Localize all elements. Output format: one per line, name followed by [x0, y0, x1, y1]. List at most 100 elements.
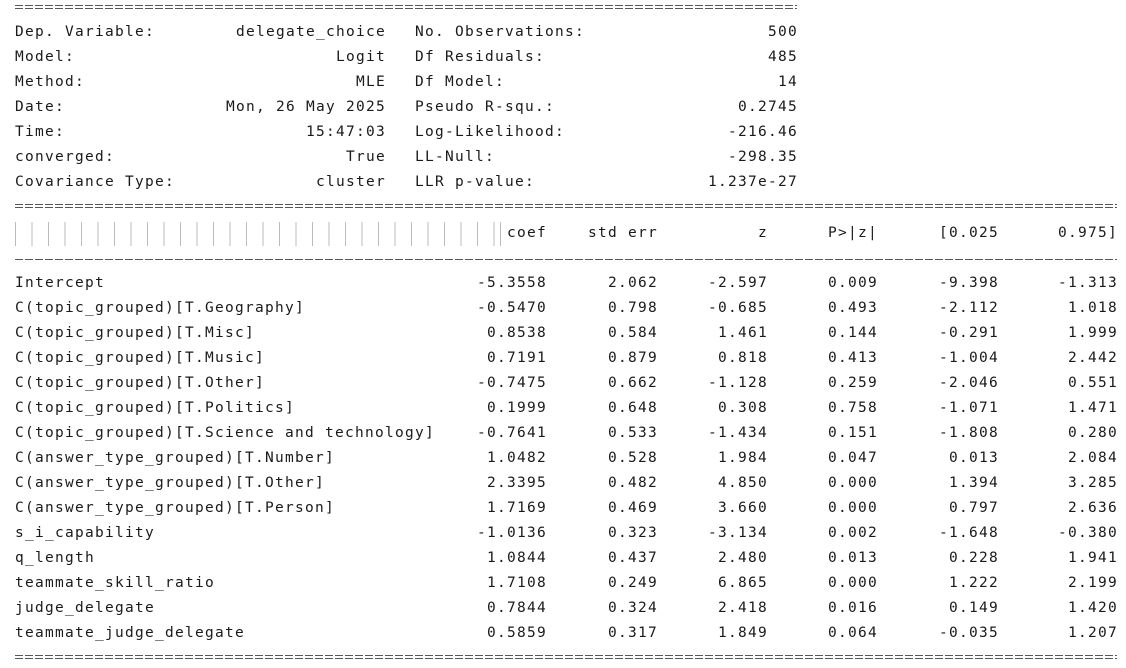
- variable-name: q_length: [15, 550, 95, 566]
- summary-value: -216.46: [728, 124, 798, 140]
- cell-value: 0.758: [828, 400, 878, 416]
- variable-name: C(topic_grouped)[T.Geography]: [15, 300, 305, 316]
- cell-value: -9.398: [939, 275, 999, 291]
- summary-label: LL-Null:: [415, 149, 495, 165]
- cell-value: 0.144: [828, 325, 878, 341]
- summary-value: True: [346, 149, 386, 165]
- summary-label: Covariance Type:: [15, 174, 175, 190]
- cell-value: 0.437: [608, 550, 658, 566]
- summary-label: Dep. Variable:: [15, 24, 155, 40]
- summary-label: converged:: [15, 149, 115, 165]
- summary-value: delegate_choice: [236, 24, 386, 40]
- cell-value: 0.047: [828, 450, 878, 466]
- variable-name: teammate_judge_delegate: [15, 625, 245, 641]
- summary-value: 485: [768, 49, 798, 65]
- summary-label: Df Residuals:: [415, 49, 545, 65]
- table-row: C(topic_grouped)[T.Politics] 0.1999 0.648 0…: [0, 396, 1126, 421]
- table-row: C(answer_type_grouped)[T.Other] 2.3395 0.4…: [0, 471, 1126, 496]
- variable-name: C(topic_grouped)[T.Politics]: [15, 400, 295, 416]
- cell-value: 1.018: [1068, 300, 1118, 316]
- summary-value: -298.35: [728, 149, 798, 165]
- cell-value: 0.259: [828, 375, 878, 391]
- cell-value: 0.280: [1068, 425, 1118, 441]
- summary-row: Time: 15:47:03 Log-Likelihood: -216.46: [0, 120, 1126, 145]
- variable-name: s_i_capability: [15, 525, 155, 541]
- summary-value: cluster: [316, 174, 386, 190]
- cell-value: 2.3395: [487, 475, 547, 491]
- summary-label: Df Model:: [415, 74, 505, 90]
- cell-value: 0.317: [608, 625, 658, 641]
- cell-value: 0.879: [608, 350, 658, 366]
- summary-row: Covariance Type: cluster LLR p-value: 1.237…: [0, 170, 1126, 195]
- column-header: P>|z|: [828, 225, 878, 241]
- cell-value: 1.0844: [487, 550, 547, 566]
- cell-value: 1.461: [718, 325, 768, 341]
- summary-value: Mon, 26 May 2025: [226, 99, 386, 115]
- cell-value: -0.7475: [477, 375, 547, 391]
- summary-label: Model:: [15, 49, 75, 65]
- cell-value: -2.046: [939, 375, 999, 391]
- table-row: C(topic_grouped)[T.Misc] 0.8538 0.584 1.461…: [0, 321, 1126, 346]
- cell-value: 0.5859: [487, 625, 547, 641]
- table-row: C(answer_type_grouped)[T.Number] 1.0482 0.…: [0, 446, 1126, 471]
- variable-name: C(answer_type_grouped)[T.Other]: [15, 475, 325, 491]
- summary-label: LLR p-value:: [415, 174, 535, 190]
- summary-row: Dep. Variable: delegate_choice No. Observa…: [0, 20, 1126, 45]
- table-row: C(topic_grouped)[T.Geography] -0.5470 0.79…: [0, 296, 1126, 321]
- cell-value: -0.5470: [477, 300, 547, 316]
- cell-value: -0.035: [939, 625, 999, 641]
- cell-value: 0.469: [608, 500, 658, 516]
- cell-value: 3.285: [1068, 475, 1118, 491]
- cell-value: 2.480: [718, 550, 768, 566]
- cell-value: 0.551: [1068, 375, 1118, 391]
- cell-value: 0.584: [608, 325, 658, 341]
- cell-value: -1.071: [939, 400, 999, 416]
- cell-value: 0.648: [608, 400, 658, 416]
- table-row: Intercept -5.3558 2.062 -2.597 0.009 -9.398 -1…: [0, 271, 1126, 296]
- summary-value: Logit: [336, 49, 386, 65]
- cell-value: 0.797: [949, 500, 999, 516]
- summary-value: MLE: [356, 74, 386, 90]
- cell-value: 0.013: [949, 450, 999, 466]
- cell-value: 2.199: [1068, 575, 1118, 591]
- cell-value: 0.493: [828, 300, 878, 316]
- summary-bottom-rule: [15, 204, 1117, 208]
- cell-value: 0.000: [828, 575, 878, 591]
- cell-value: -2.112: [939, 300, 999, 316]
- cell-value: 0.228: [949, 550, 999, 566]
- cell-value: -3.134: [708, 525, 768, 541]
- table-row: C(topic_grouped)[T.Music] 0.7191 0.879 0.81…: [0, 346, 1126, 371]
- cell-value: 1.0482: [487, 450, 547, 466]
- cell-value: -5.3558: [477, 275, 547, 291]
- summary-value: 0.2745: [738, 99, 798, 115]
- cell-value: 0.482: [608, 475, 658, 491]
- column-header: 0.975]: [1058, 225, 1118, 241]
- cell-value: -1.128: [708, 375, 768, 391]
- cell-value: 1.471: [1068, 400, 1118, 416]
- cell-value: 0.064: [828, 625, 878, 641]
- header-rule: [15, 259, 1117, 260]
- cell-value: 2.418: [718, 600, 768, 616]
- cell-value: -1.004: [939, 350, 999, 366]
- variable-name: C(answer_type_grouped)[T.Person]: [15, 500, 335, 516]
- variable-name: C(topic_grouped)[T.Misc]: [15, 325, 255, 341]
- cell-value: 2.442: [1068, 350, 1118, 366]
- cell-value: -0.291: [939, 325, 999, 341]
- summary-value: 15:47:03: [306, 124, 386, 140]
- cell-value: 0.798: [608, 300, 658, 316]
- cell-value: -1.313: [1058, 275, 1118, 291]
- cell-value: 0.7844: [487, 600, 547, 616]
- summary-label: No. Observations:: [415, 24, 585, 40]
- cell-value: -1.434: [708, 425, 768, 441]
- cell-value: 0.002: [828, 525, 878, 541]
- cell-value: 3.660: [718, 500, 768, 516]
- variable-name: judge_delegate: [15, 600, 155, 616]
- cell-value: 0.533: [608, 425, 658, 441]
- cell-value: 0.662: [608, 375, 658, 391]
- summary-row: converged: True LL-Null: -298.35: [0, 145, 1126, 170]
- cell-value: 0.528: [608, 450, 658, 466]
- cell-value: 1.999: [1068, 325, 1118, 341]
- cell-value: 0.000: [828, 475, 878, 491]
- cell-value: 1.420: [1068, 600, 1118, 616]
- cell-value: 0.151: [828, 425, 878, 441]
